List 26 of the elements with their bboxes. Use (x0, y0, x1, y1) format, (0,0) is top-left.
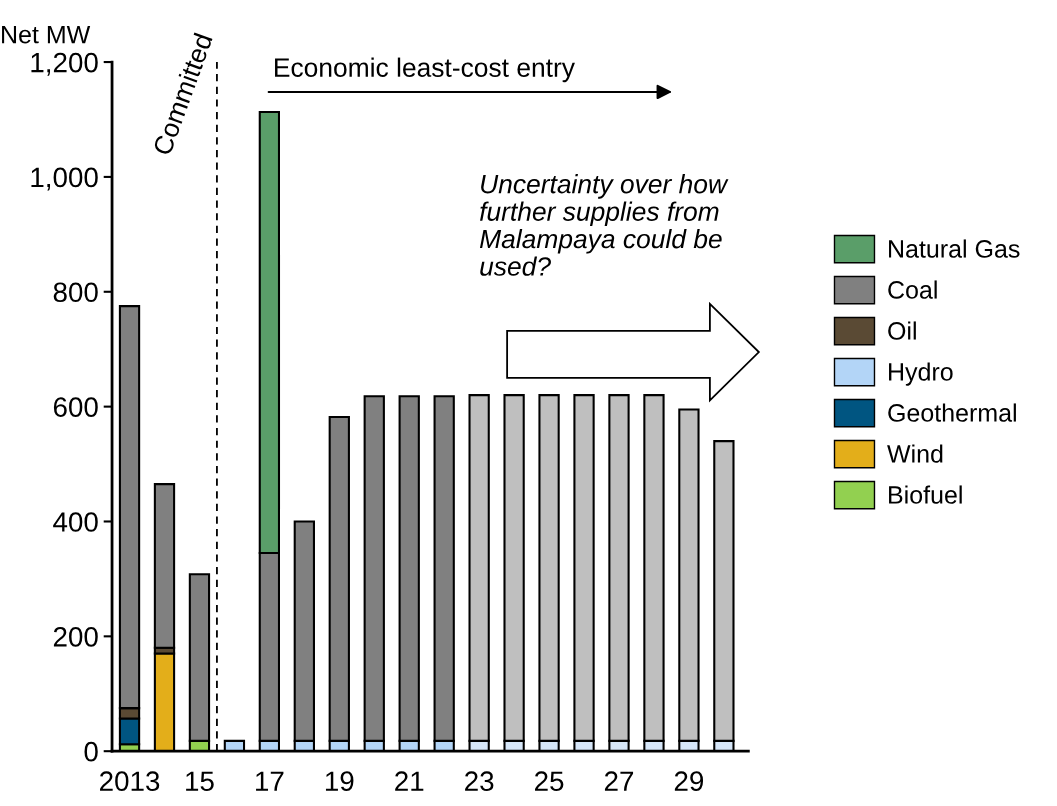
legend-label: Wind (887, 444, 943, 463)
y-axis-title: Net MW (2, 25, 91, 44)
y-tick-label: 400 (53, 512, 98, 532)
y-tick-label: 0 (84, 741, 98, 762)
x-tick-label: 19 (325, 771, 354, 792)
legend-label: Coal (888, 280, 937, 299)
legend-label: Oil (888, 321, 916, 340)
annotation: Uncertainty over how further supplies from Malampaya could be used? (479, 174, 729, 276)
x-tick-label: 27 (604, 771, 634, 791)
y-tick-label: 1,000 (31, 167, 98, 191)
x-tick-label: 2013 (100, 771, 160, 792)
legend-label: Hydro (889, 362, 953, 386)
x-tick-label: 23 (465, 771, 494, 792)
annotation: Economic least-cost entry (275, 57, 575, 83)
y-tick-label: 600 (53, 397, 98, 417)
x-tick-label: 15 (186, 771, 214, 792)
x-tick-label: 17 (256, 771, 284, 791)
legend-label: Biofuel (889, 485, 962, 504)
x-tick-label: 21 (395, 771, 424, 791)
y-tick-label: 200 (53, 627, 98, 647)
x-tick-label: 25 (535, 771, 564, 792)
y-tick-label: 1,200 (31, 52, 98, 76)
legend-label: Geothermal (888, 403, 1016, 422)
x-tick-label: 29 (674, 771, 704, 792)
legend-label: Natural Gas (889, 239, 1020, 258)
y-tick-label: 800 (53, 282, 98, 303)
